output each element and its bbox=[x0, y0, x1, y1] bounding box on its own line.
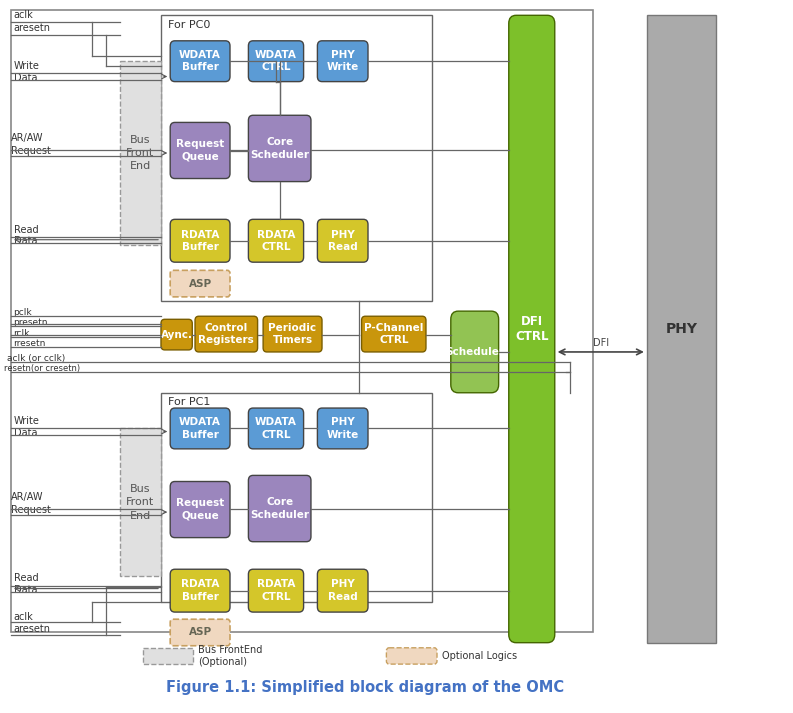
Text: PHY
Read: PHY Read bbox=[328, 580, 358, 602]
Text: rresetn: rresetn bbox=[13, 339, 45, 348]
FancyBboxPatch shape bbox=[317, 41, 368, 81]
Text: Scheduler: Scheduler bbox=[445, 347, 504, 357]
Text: aresetn: aresetn bbox=[13, 625, 51, 635]
FancyBboxPatch shape bbox=[263, 317, 322, 352]
FancyBboxPatch shape bbox=[248, 116, 311, 182]
Text: Read: Read bbox=[13, 573, 38, 583]
Text: Request
Queue: Request Queue bbox=[176, 139, 224, 162]
Text: DFI: DFI bbox=[592, 338, 609, 348]
Text: aclk: aclk bbox=[13, 11, 33, 21]
Text: pclk: pclk bbox=[13, 308, 32, 317]
Text: DFI
CTRL: DFI CTRL bbox=[515, 315, 549, 343]
Text: Request: Request bbox=[11, 146, 51, 156]
Text: Bus
Front
End: Bus Front End bbox=[126, 135, 155, 171]
FancyBboxPatch shape bbox=[248, 476, 311, 542]
Text: presetn: presetn bbox=[13, 319, 48, 327]
Text: ASP: ASP bbox=[189, 279, 212, 289]
Text: P-Channel
CTRL: P-Channel CTRL bbox=[364, 323, 423, 345]
Text: Periodic
Timers: Periodic Timers bbox=[269, 323, 316, 345]
FancyBboxPatch shape bbox=[248, 41, 304, 81]
Text: Data: Data bbox=[13, 428, 37, 438]
FancyBboxPatch shape bbox=[248, 569, 304, 612]
Bar bbox=[143, 648, 193, 664]
Text: resetn(or cresetn): resetn(or cresetn) bbox=[4, 364, 80, 374]
Text: AR/AW: AR/AW bbox=[11, 133, 44, 143]
Text: aclk: aclk bbox=[13, 612, 33, 622]
Text: AR/AW: AR/AW bbox=[11, 492, 44, 502]
FancyBboxPatch shape bbox=[161, 319, 192, 350]
Text: Core
Scheduler: Core Scheduler bbox=[250, 498, 309, 520]
Text: RDATA
Buffer: RDATA Buffer bbox=[181, 230, 220, 252]
Text: Optional Logics: Optional Logics bbox=[442, 651, 517, 661]
FancyBboxPatch shape bbox=[362, 317, 426, 352]
Text: Write: Write bbox=[13, 61, 40, 71]
Text: Write: Write bbox=[13, 416, 40, 426]
Text: aresetn: aresetn bbox=[13, 23, 51, 33]
Bar bbox=[161, 393, 432, 602]
Text: For PC0: For PC0 bbox=[168, 19, 211, 29]
FancyBboxPatch shape bbox=[170, 123, 230, 178]
Text: aclk (or cclk): aclk (or cclk) bbox=[7, 354, 66, 363]
Text: rclk: rclk bbox=[13, 329, 29, 338]
Text: Request
Queue: Request Queue bbox=[176, 498, 224, 520]
FancyBboxPatch shape bbox=[170, 408, 230, 449]
Text: PHY
Write: PHY Write bbox=[327, 50, 358, 73]
Text: Data: Data bbox=[13, 585, 37, 595]
Text: Request: Request bbox=[11, 505, 51, 515]
Text: WDATA
CTRL: WDATA CTRL bbox=[255, 50, 297, 73]
FancyBboxPatch shape bbox=[170, 41, 230, 81]
Text: WDATA
Buffer: WDATA Buffer bbox=[179, 50, 221, 73]
Bar bbox=[11, 10, 593, 632]
Text: WDATA
CTRL: WDATA CTRL bbox=[255, 417, 297, 440]
Text: RDATA
Buffer: RDATA Buffer bbox=[181, 580, 220, 602]
FancyBboxPatch shape bbox=[170, 481, 230, 538]
FancyBboxPatch shape bbox=[317, 408, 368, 449]
FancyBboxPatch shape bbox=[170, 270, 230, 297]
FancyBboxPatch shape bbox=[450, 311, 499, 393]
Text: PHY: PHY bbox=[665, 322, 697, 336]
Bar bbox=[120, 429, 161, 576]
Text: RDATA
CTRL: RDATA CTRL bbox=[257, 230, 295, 252]
Text: For PC1: For PC1 bbox=[168, 397, 211, 407]
Text: WDATA
Buffer: WDATA Buffer bbox=[179, 417, 221, 440]
Text: Data: Data bbox=[13, 73, 37, 83]
FancyBboxPatch shape bbox=[170, 220, 230, 262]
FancyBboxPatch shape bbox=[170, 619, 230, 646]
FancyBboxPatch shape bbox=[386, 648, 437, 664]
Text: PHY
Write: PHY Write bbox=[327, 417, 358, 440]
Text: Figure 1.1: Simplified block diagram of the OMC: Figure 1.1: Simplified block diagram of … bbox=[166, 680, 564, 695]
Text: Core
Scheduler: Core Scheduler bbox=[250, 137, 309, 160]
FancyBboxPatch shape bbox=[317, 220, 368, 262]
FancyBboxPatch shape bbox=[248, 220, 304, 262]
Text: Read: Read bbox=[13, 225, 38, 235]
Text: Bus
Front
End: Bus Front End bbox=[126, 484, 155, 520]
Bar bbox=[161, 15, 432, 301]
Text: Aync.: Aync. bbox=[161, 329, 193, 339]
Text: RDATA
CTRL: RDATA CTRL bbox=[257, 580, 295, 602]
Text: ASP: ASP bbox=[189, 627, 212, 637]
Bar bbox=[120, 61, 161, 245]
Text: Data: Data bbox=[13, 236, 37, 246]
Text: PHY
Read: PHY Read bbox=[328, 230, 358, 252]
Text: Control
Registers: Control Registers bbox=[198, 323, 255, 345]
FancyBboxPatch shape bbox=[170, 569, 230, 612]
FancyBboxPatch shape bbox=[317, 569, 368, 612]
FancyBboxPatch shape bbox=[195, 317, 258, 352]
FancyBboxPatch shape bbox=[509, 15, 555, 642]
Bar bbox=[647, 15, 716, 642]
FancyBboxPatch shape bbox=[248, 408, 304, 449]
Text: Bus FrontEnd
(Optional): Bus FrontEnd (Optional) bbox=[197, 645, 262, 667]
